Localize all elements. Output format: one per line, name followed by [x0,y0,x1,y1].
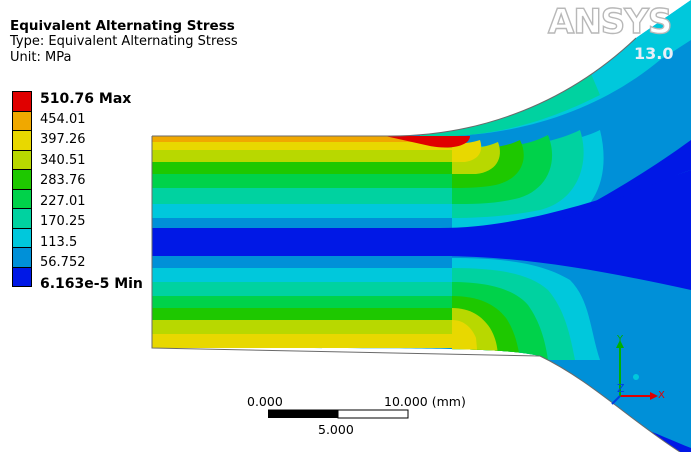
legend-swatch [12,149,32,170]
legend-label: 283.76 [40,173,86,188]
legend-color-bar [12,91,32,287]
legend-swatch [12,188,32,209]
legend-swatch [12,208,32,229]
scale-bar-left-label: 0.000 [247,394,283,409]
svg-text:Z: Z [617,382,625,395]
legend-label: 454.01 [40,111,86,127]
legend-swatch [12,266,32,287]
svg-text:X: X [658,390,665,401]
legend-label: 340.51 [40,152,86,168]
result-title: Equivalent Alternating Stress [10,18,235,34]
result-unit: Unit: MPa [10,50,72,65]
legend-swatch [12,169,32,190]
legend-label: 113.5 [40,234,78,250]
scale-bar-mid-label: 5.000 [318,422,354,437]
ansys-logo: ANSYS [547,1,673,42]
svg-text:Y: Y [616,334,624,345]
scale-bar [268,409,409,419]
legend-label: 170.25 [40,214,86,229]
legend-swatch [12,91,32,112]
legend-label: 227.01 [40,193,86,209]
legend-swatch [12,110,32,131]
legend-label: 6.163e-5 Min [40,275,143,292]
legend-swatch [12,247,32,268]
coordinate-triad[interactable]: Z X Y [611,334,665,405]
result-header: Equivalent Alternating Stress Type: Equi… [10,18,238,66]
legend-label: 397.26 [40,132,86,147]
result-type: Type: Equivalent Alternating Stress [10,34,238,49]
legend-swatch [12,227,32,248]
legend-label: 510.76 Max [40,91,132,107]
scale-bar-right-label: 10.000 (mm) [384,394,466,409]
legend-label: 56.752 [40,255,86,270]
ansys-version: 13.0 [634,44,674,63]
legend-swatch [12,130,32,151]
